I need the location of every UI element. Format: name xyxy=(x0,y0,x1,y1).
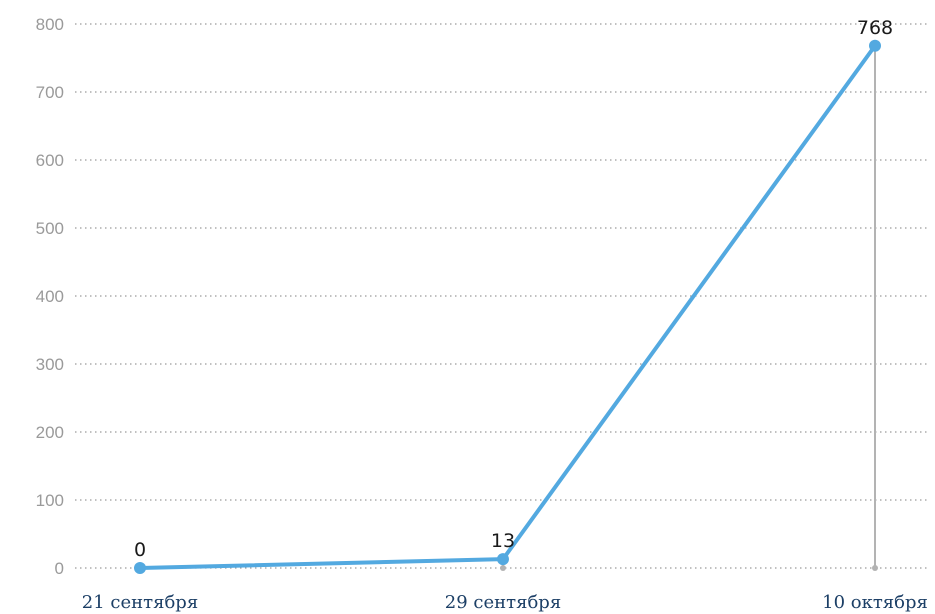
x-axis-ticks: 21 сентября 29 сентября 10 октября xyxy=(82,592,928,613)
data-label: 0 xyxy=(134,539,146,561)
y-tick-label: 0 xyxy=(55,559,64,578)
axis-marker xyxy=(872,565,878,571)
axis-marker xyxy=(500,565,506,571)
series-line xyxy=(138,43,877,570)
y-axis-ticks: 0 100 200 300 400 500 600 700 800 xyxy=(36,15,64,578)
data-label: 768 xyxy=(857,17,893,39)
data-point xyxy=(134,562,146,574)
y-tick-label: 700 xyxy=(36,83,64,102)
y-tick-label: 100 xyxy=(36,491,64,510)
y-tick-label: 200 xyxy=(36,423,64,442)
data-point xyxy=(497,553,509,566)
y-tick-label: 500 xyxy=(36,219,64,238)
y-tick-label: 600 xyxy=(36,151,64,170)
x-tick-label: 29 сентября xyxy=(445,592,561,613)
x-tick-label: 21 сентября xyxy=(82,592,198,613)
data-points xyxy=(134,39,881,574)
x-tick-label: 10 октября xyxy=(822,592,928,613)
data-labels: 0 13 768 xyxy=(134,17,893,561)
y-tick-label: 800 xyxy=(36,15,64,34)
y-tick-label: 300 xyxy=(36,355,64,374)
grid-lines xyxy=(75,23,928,569)
drop-lines xyxy=(500,45,878,571)
y-tick-label: 400 xyxy=(36,287,64,306)
data-point xyxy=(869,39,881,52)
data-label: 13 xyxy=(491,530,515,552)
series-line-layer xyxy=(138,43,877,570)
